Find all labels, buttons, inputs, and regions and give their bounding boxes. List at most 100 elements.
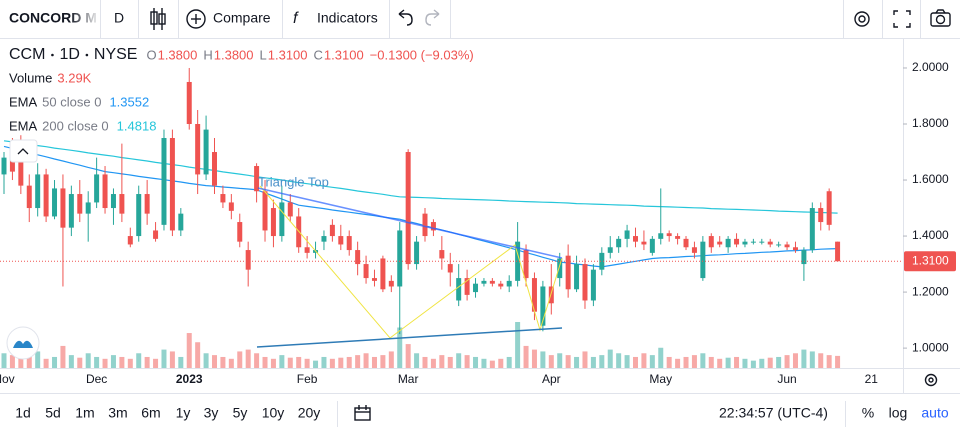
range-button[interactable]: 1y [176, 405, 191, 421]
log-toggle[interactable]: log [889, 405, 908, 421]
compare-icon[interactable] [186, 9, 206, 29]
indicator-name: EMA [9, 94, 38, 109]
volume-bar [161, 349, 167, 368]
candle-body [186, 81, 192, 125]
candle-body [666, 233, 672, 237]
candle-body [270, 208, 276, 237]
volume-bar [321, 356, 327, 368]
ema-line [3, 140, 838, 214]
candle-body [119, 194, 125, 214]
candle-body [767, 241, 773, 245]
candle-body [506, 280, 512, 287]
volume-bar [565, 355, 571, 368]
candle-body [228, 202, 234, 211]
clock[interactable]: 22:34:57 (UTC-4) [719, 405, 828, 421]
indicator-name: EMA [9, 118, 38, 133]
volume-bar [515, 322, 521, 368]
indicator-name: Volume [9, 70, 52, 85]
volume-bar [296, 356, 302, 368]
range-button[interactable]: 1m [75, 405, 94, 421]
volume-bar [430, 358, 436, 368]
chart-style-icon[interactable] [150, 8, 166, 30]
candle-body [700, 241, 706, 279]
volume-bar [734, 356, 740, 368]
indicator-value: 1.3552 [109, 94, 149, 109]
candle-body [422, 213, 428, 237]
snapshot-icon[interactable] [930, 9, 951, 27]
candle-body [734, 238, 740, 245]
volume-bar [464, 355, 470, 368]
candle-body [590, 269, 596, 301]
volume-bar [287, 357, 293, 368]
volume-bar [195, 342, 201, 368]
volume-bar [169, 351, 175, 368]
date-range-icon[interactable] [354, 405, 371, 421]
volume-bar [784, 355, 790, 368]
range-button[interactable]: 10y [262, 405, 285, 421]
indicators-icon[interactable]: f [293, 10, 299, 27]
indicator-params: 50 close 0 [42, 94, 101, 109]
candle-body [683, 238, 689, 248]
candle-body [287, 202, 293, 217]
compare-button[interactable]: Compare [213, 10, 271, 26]
volume-bar [212, 355, 217, 368]
volume-bar [52, 356, 58, 368]
candle-body [9, 157, 15, 172]
volume-bar [77, 357, 83, 368]
indicators-button[interactable]: Indicators [317, 10, 378, 26]
pattern-drawing[interactable] [259, 185, 563, 339]
volume-bar [557, 353, 563, 368]
volume-bar [304, 358, 310, 368]
volume-bar [43, 358, 49, 368]
candle-body [675, 236, 681, 239]
trend-line[interactable] [257, 187, 563, 259]
range-button[interactable]: 20y [298, 405, 321, 421]
candle-body [784, 244, 790, 248]
range-button[interactable]: 5y [233, 405, 248, 421]
volume-bar [708, 356, 714, 368]
range-button[interactable]: 5d [45, 405, 61, 421]
volume-bar [649, 355, 655, 368]
fullscreen-icon[interactable] [893, 10, 911, 28]
pattern-label[interactable]: Triangle Top [258, 174, 329, 189]
candle-body [68, 194, 74, 228]
ema-lines [3, 140, 838, 268]
candle-body [489, 280, 495, 284]
interval-button[interactable]: D [114, 10, 124, 26]
candle-body [835, 241, 841, 262]
volume-bar [658, 347, 664, 368]
axes: 1.0000 1.2000 1.4000 1.6000 1.8000 2.0000 Nov D… [0, 60, 956, 386]
volume-bar [85, 353, 91, 368]
axis-settings-icon[interactable] [924, 373, 938, 387]
volume-bar [439, 355, 445, 368]
undo-icon[interactable] [398, 9, 413, 26]
range-button[interactable]: 6m [141, 405, 160, 421]
candle-body [237, 222, 243, 242]
volume-bar [35, 351, 41, 368]
candle-body [776, 244, 782, 246]
range-button[interactable]: 3m [108, 405, 127, 421]
candle-body [1, 157, 7, 175]
auto-toggle[interactable]: auto [921, 405, 948, 421]
volume-bar [818, 353, 824, 368]
candle-body [818, 208, 824, 223]
volume-bar [700, 353, 706, 368]
candle-body [60, 188, 66, 228]
volume-bar [447, 356, 453, 368]
candle-body [110, 194, 116, 209]
volume-bar [119, 356, 125, 368]
range-button[interactable]: 3y [204, 405, 219, 421]
volume-bar [397, 327, 403, 368]
candle-body [363, 264, 369, 279]
collapse-button[interactable] [9, 139, 38, 163]
top-toolbar: CONCORD M D Compare f Indicators [0, 0, 960, 39]
volume-bar [245, 349, 251, 368]
trend-line[interactable] [256, 327, 563, 348]
volume-bar [136, 353, 142, 368]
percent-toggle[interactable]: % [862, 405, 874, 421]
legend-value: 1.3100 [268, 47, 308, 62]
range-button[interactable]: 1d [15, 405, 31, 421]
settings-icon[interactable] [854, 11, 870, 27]
separator-dot [51, 53, 54, 57]
